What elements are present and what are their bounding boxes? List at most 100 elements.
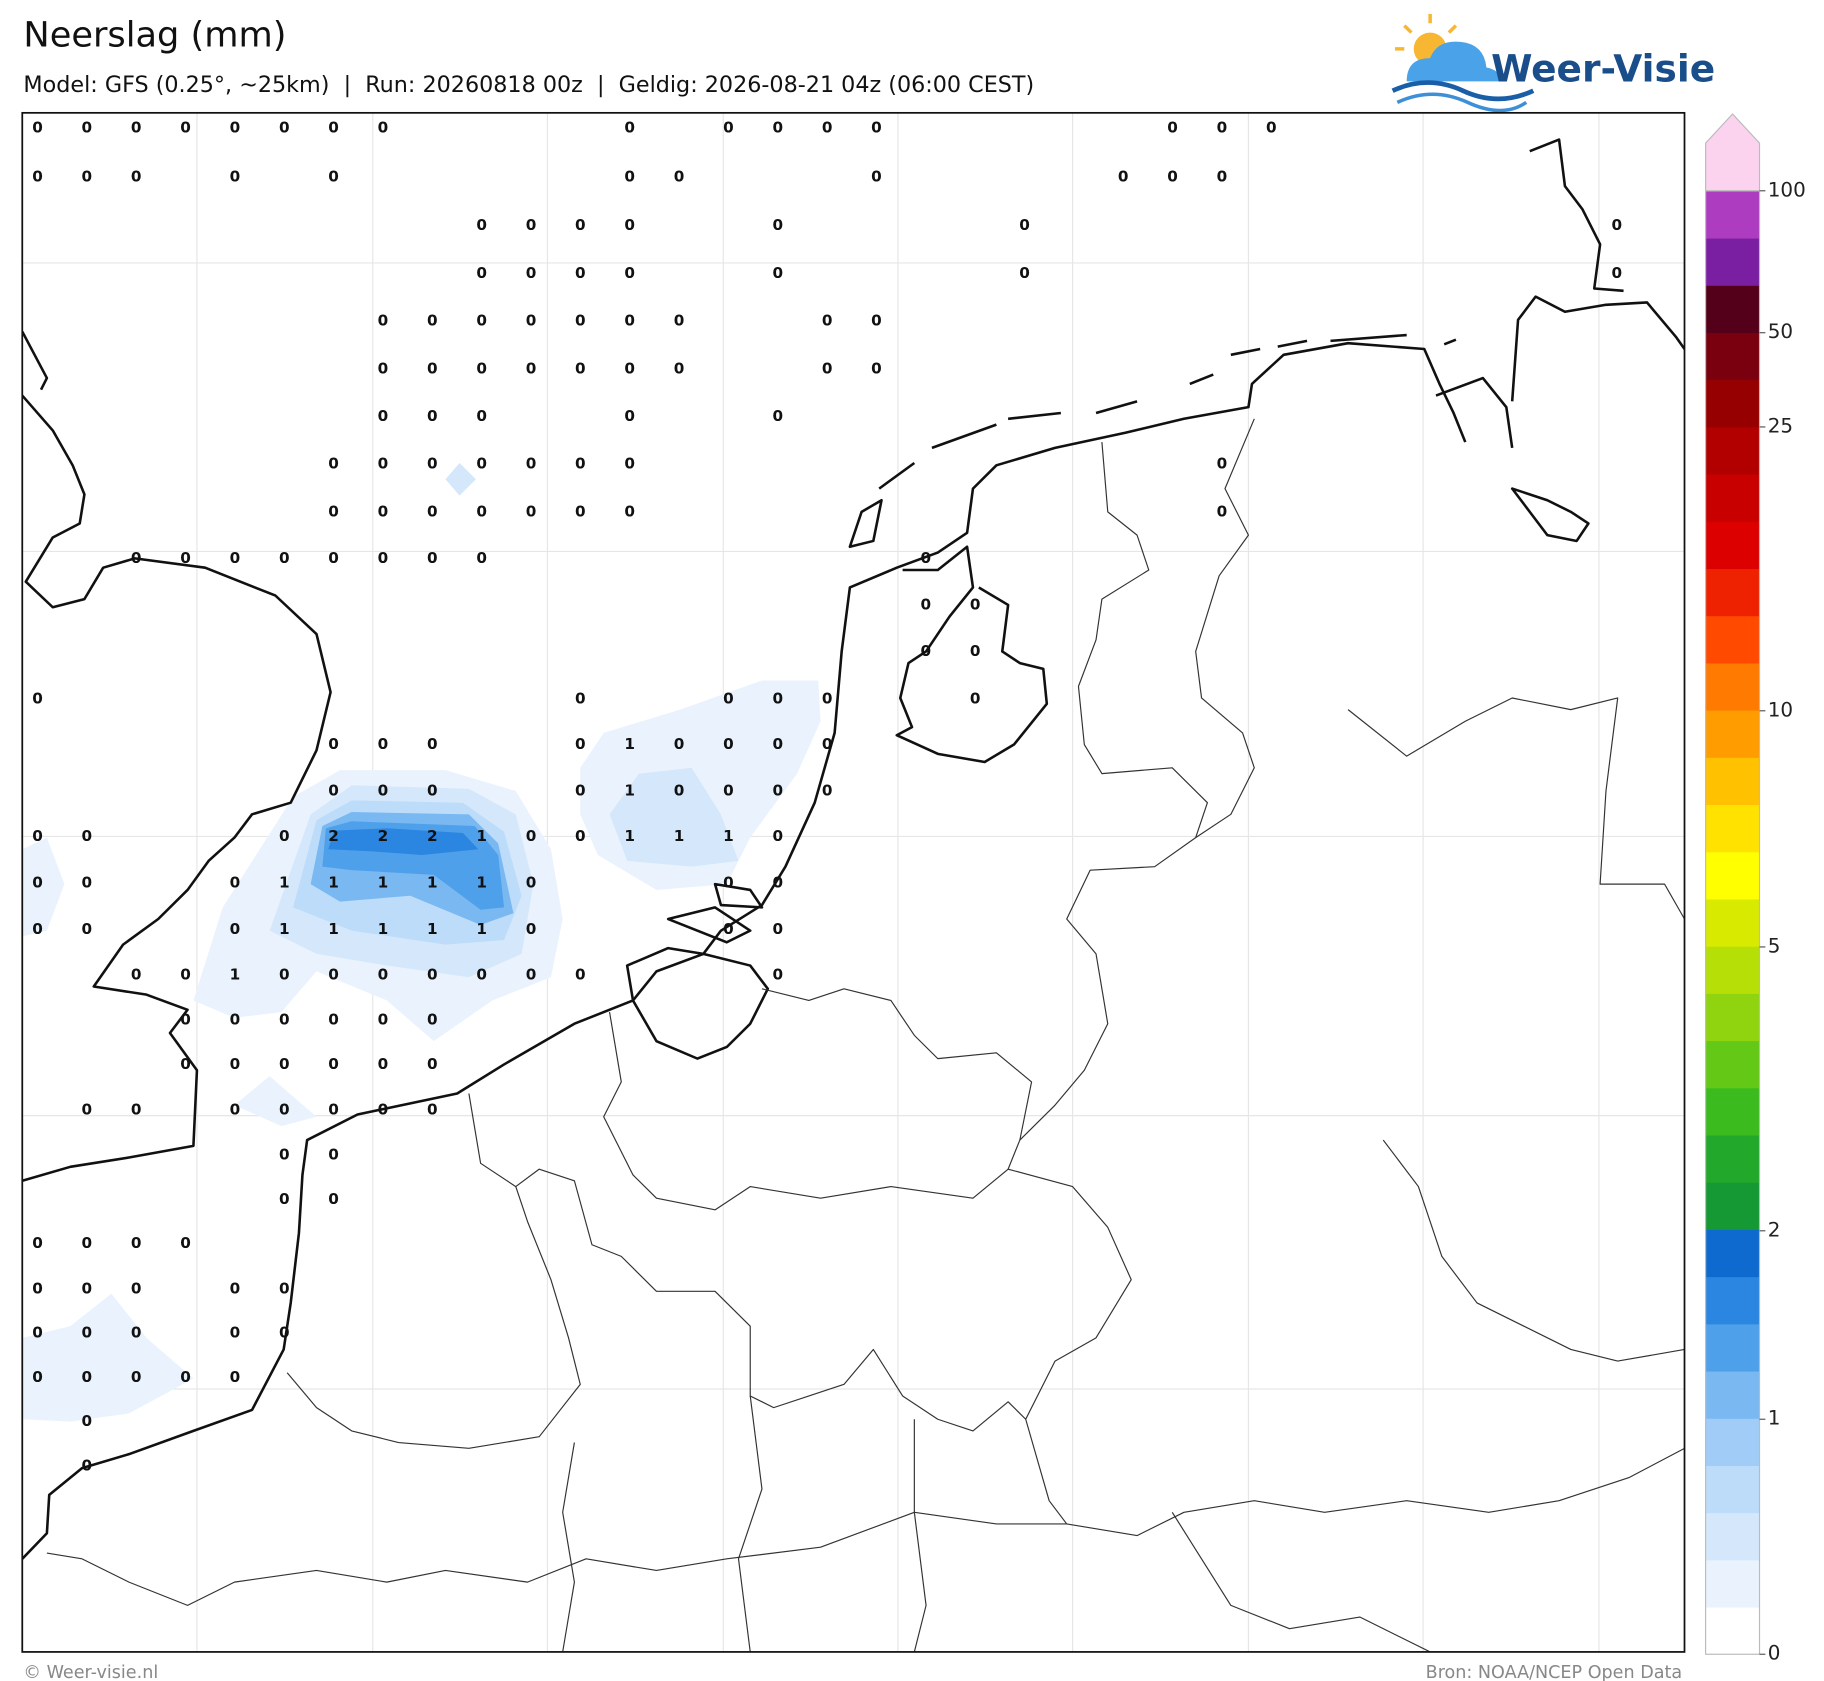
grid-value: 0 (624, 167, 635, 185)
grid-value: 0 (723, 782, 734, 800)
grid-value: 0 (723, 119, 734, 137)
colorbar-segment (1705, 898, 1760, 947)
grid-value: 0 (575, 264, 586, 282)
colorbar-tick-label: 50 (1768, 320, 1793, 343)
grid-value: 0 (1217, 455, 1228, 473)
grid-value: 0 (1611, 216, 1622, 234)
grid-value: 1 (624, 735, 635, 753)
grid-value: 1 (378, 873, 389, 891)
grid-value: 0 (427, 1011, 438, 1029)
colorbar-segment (1705, 1134, 1760, 1183)
grid-value: 0 (921, 642, 932, 660)
grid-value: 0 (328, 1055, 339, 1073)
grid-value: 0 (1217, 167, 1228, 185)
grid-value: 0 (1217, 119, 1228, 137)
grid-value: 0 (772, 827, 783, 845)
colorbar-segment (1705, 993, 1760, 1042)
grid-value: 0 (822, 782, 833, 800)
grid-value: 0 (723, 920, 734, 938)
grid-value: 0 (279, 1146, 290, 1164)
grid-value: 0 (526, 873, 537, 891)
grid-value: 0 (328, 167, 339, 185)
colorbar-segment (1705, 568, 1760, 617)
grid-value: 0 (378, 1055, 389, 1073)
grid-value: 0 (575, 690, 586, 708)
grid-value: 0 (82, 167, 93, 185)
grid-value: 0 (180, 119, 191, 137)
grid-value: 0 (624, 264, 635, 282)
grid-value: 0 (180, 965, 191, 983)
footer-credit: © Weer-visie.nl (23, 1663, 158, 1681)
grid-value: 0 (131, 1234, 142, 1252)
title: Neerslag (mm) (23, 15, 286, 56)
grid-value: 0 (82, 920, 93, 938)
grid-value: 0 (427, 359, 438, 377)
colorbar-segment (1705, 237, 1760, 286)
grid-value: 0 (624, 407, 635, 425)
grid-value: 0 (378, 455, 389, 473)
grid-value: 0 (131, 549, 142, 567)
grid-value: 0 (427, 782, 438, 800)
grid-value: 0 (575, 455, 586, 473)
grid-value: 0 (279, 1190, 290, 1208)
grid-value: 0 (526, 312, 537, 330)
map-area: 0 0 0 0 0 0 0 0 0 0 0 0 0 0 0 0 0 0 0 0 0 0 0 0 0 0 0 0 0 0 0 0 0 0 0 0 0 0 0 0… (21, 111, 1686, 1653)
colorbar-tick-label: 25 (1768, 414, 1793, 437)
grid-value: 0 (32, 690, 43, 708)
grid-value: 0 (1118, 167, 1129, 185)
colorbar-segment (1705, 1559, 1760, 1608)
borders (46, 418, 1685, 1652)
grid-value: 0 (328, 1100, 339, 1118)
logo-text: Weer-Visie (1491, 47, 1715, 91)
grid-value: 0 (230, 1055, 241, 1073)
grid-value: 0 (32, 167, 43, 185)
grid-value: 0 (575, 827, 586, 845)
footer-source: Bron: NOAA/NCEP Open Data (1426, 1663, 1683, 1681)
grid-value: 0 (476, 312, 487, 330)
grid-value: 0 (82, 1456, 93, 1474)
grid-value: 1 (476, 920, 487, 938)
grid-value: 0 (279, 549, 290, 567)
grid-value: 0 (82, 1368, 93, 1386)
grid-value: 0 (131, 167, 142, 185)
grid-value: 0 (32, 827, 43, 845)
grid-value: 0 (575, 312, 586, 330)
grid-value: 0 (427, 1055, 438, 1073)
grid-value: 0 (427, 455, 438, 473)
grid-value: 0 (970, 642, 981, 660)
grid-value: 0 (772, 264, 783, 282)
grid-value: 0 (772, 920, 783, 938)
grid-value: 0 (772, 735, 783, 753)
grid-value: 0 (279, 965, 290, 983)
grid-value: 0 (230, 920, 241, 938)
grid-value: 1 (624, 827, 635, 845)
grid-value: 1 (378, 920, 389, 938)
subtitle: Model: GFS (0.25°, ~25km) | Run: 2026081… (23, 72, 1034, 98)
grid-value: 0 (575, 216, 586, 234)
colorbar-segment (1705, 521, 1760, 570)
grid-value: 0 (1266, 119, 1277, 137)
grid-value: 0 (772, 119, 783, 137)
grid-value: 0 (674, 782, 685, 800)
grid-value: 0 (1611, 264, 1622, 282)
grid-value: 0 (526, 502, 537, 520)
grid-value: 0 (427, 1100, 438, 1118)
grid-value: 0 (772, 690, 783, 708)
grid-value: 0 (624, 312, 635, 330)
grid-value: 0 (328, 119, 339, 137)
grid-value: 0 (772, 782, 783, 800)
grid-value: 0 (82, 827, 93, 845)
grid-value: 0 (427, 502, 438, 520)
grid-value: 0 (230, 119, 241, 137)
grid-value: 1 (279, 873, 290, 891)
grid-value: 0 (723, 873, 734, 891)
grid-value: 1 (328, 873, 339, 891)
colorbar-tick-label: 2 (1768, 1218, 1781, 1241)
grid-value: 0 (279, 1055, 290, 1073)
grid-value: 0 (723, 735, 734, 753)
colorbar-segment (1705, 1040, 1760, 1089)
grid-value: 0 (32, 1279, 43, 1297)
colorbar-segment (1705, 1465, 1760, 1514)
colorbar-segment (1705, 285, 1760, 333)
